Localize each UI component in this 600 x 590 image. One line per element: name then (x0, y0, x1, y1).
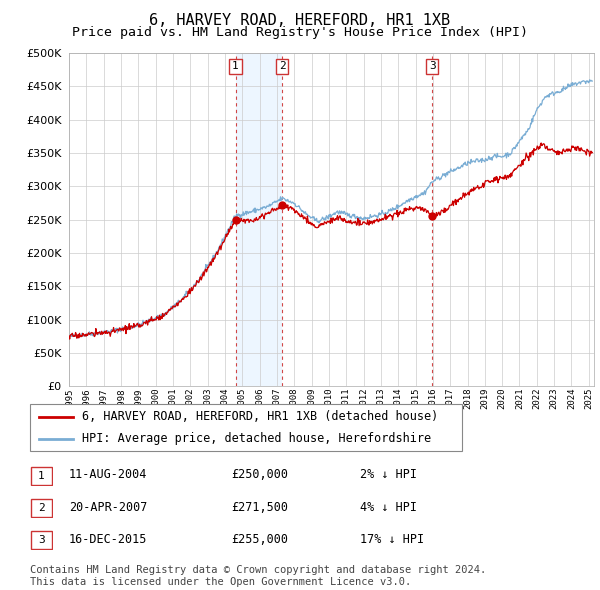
Text: 6, HARVEY ROAD, HEREFORD, HR1 1XB: 6, HARVEY ROAD, HEREFORD, HR1 1XB (149, 13, 451, 28)
Text: 1: 1 (232, 61, 239, 71)
Bar (236, 53, 282, 386)
Text: 3: 3 (38, 536, 45, 545)
Text: Price paid vs. HM Land Registry's House Price Index (HPI): Price paid vs. HM Land Registry's House … (72, 26, 528, 39)
Text: 2: 2 (279, 61, 286, 71)
Text: 17% ↓ HPI: 17% ↓ HPI (360, 533, 424, 546)
Text: 1: 1 (38, 471, 45, 480)
FancyBboxPatch shape (31, 467, 52, 484)
Text: 6, HARVEY ROAD, HEREFORD, HR1 1XB (detached house): 6, HARVEY ROAD, HEREFORD, HR1 1XB (detac… (82, 411, 438, 424)
FancyBboxPatch shape (30, 404, 462, 451)
Text: 16-DEC-2015: 16-DEC-2015 (69, 533, 148, 546)
Text: £250,000: £250,000 (231, 468, 288, 481)
FancyBboxPatch shape (31, 532, 52, 549)
Text: £255,000: £255,000 (231, 533, 288, 546)
Text: 20-APR-2007: 20-APR-2007 (69, 501, 148, 514)
Text: 11-AUG-2004: 11-AUG-2004 (69, 468, 148, 481)
Text: 2% ↓ HPI: 2% ↓ HPI (360, 468, 417, 481)
Text: Contains HM Land Registry data © Crown copyright and database right 2024.
This d: Contains HM Land Registry data © Crown c… (30, 565, 486, 587)
Text: HPI: Average price, detached house, Herefordshire: HPI: Average price, detached house, Here… (82, 432, 431, 445)
FancyBboxPatch shape (31, 499, 52, 517)
Text: 2: 2 (38, 503, 45, 513)
Text: 3: 3 (429, 61, 436, 71)
Text: 4% ↓ HPI: 4% ↓ HPI (360, 501, 417, 514)
Text: £271,500: £271,500 (231, 501, 288, 514)
